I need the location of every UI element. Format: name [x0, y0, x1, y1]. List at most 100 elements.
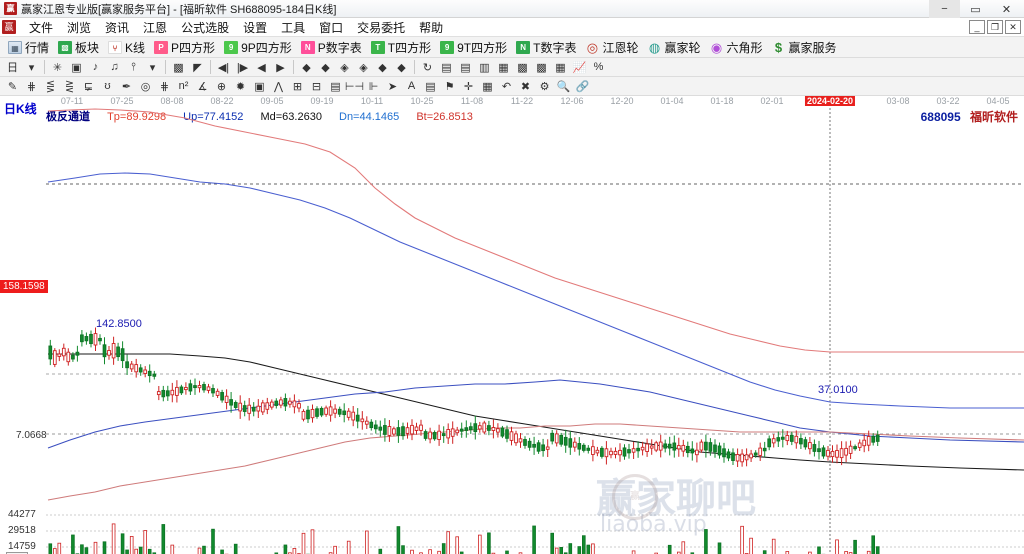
- inner-restore-button[interactable]: ❐: [987, 20, 1003, 34]
- toolbar-label-9t-square: 9T四方形: [457, 40, 508, 55]
- draw-pencil-button[interactable]: ✎: [7, 80, 18, 93]
- draw-fork-button[interactable]: ⋕: [26, 80, 37, 93]
- tool-book2-button[interactable]: ▥: [479, 61, 490, 74]
- zoom-diamond5-button[interactable]: ◆: [378, 61, 387, 74]
- tool-percent-button[interactable]: %: [593, 61, 604, 73]
- draw-comb-button[interactable]: ⋕: [159, 80, 170, 93]
- period-dropdown-button[interactable]: ▾: [28, 61, 35, 74]
- draw-star-button[interactable]: ✹: [235, 80, 246, 93]
- redraw-button[interactable]: ▩: [173, 61, 184, 74]
- tool-calc-button[interactable]: ▦: [498, 61, 509, 74]
- toolbar-button-p-square[interactable]: P P四方形: [150, 38, 219, 57]
- scroll-right-button[interactable]: ▶: [276, 61, 285, 74]
- maximize-button[interactable]: ▭: [970, 3, 981, 16]
- draw-undo-button[interactable]: ↶: [501, 80, 512, 93]
- period-day-button[interactable]: 日: [7, 62, 18, 74]
- overlay-compare-button[interactable]: ♪: [92, 61, 99, 73]
- draw-range-button[interactable]: ⊢⊣: [344, 80, 365, 93]
- toolbar-button-t-number-table[interactable]: N T数字表: [512, 38, 580, 57]
- draw-grid2-button[interactable]: ▤: [330, 80, 341, 93]
- toolbar-label-hexagon: 六角形: [726, 40, 763, 55]
- toolbar-label-t-square: T四方形: [387, 40, 432, 55]
- menu-item-window[interactable]: 窗口: [319, 20, 344, 35]
- toolbar-button-gann-wheel[interactable]: ◎ 江恩轮: [581, 38, 642, 57]
- draw-flag-button[interactable]: ⚑: [444, 80, 455, 93]
- volume-panel[interactable]: 44277 29518 14759 △ 赢家聊吧 liaoba.vip 赢: [0, 474, 1024, 554]
- draw-lock-button[interactable]: ▦: [482, 80, 493, 93]
- volume-label-high: 44277: [8, 509, 36, 520]
- inner-minimize-button[interactable]: _: [969, 20, 985, 34]
- tool-rotate-button[interactable]: ↻: [422, 61, 433, 74]
- draw-measure-button[interactable]: ✒: [121, 80, 132, 93]
- draw-angle-button[interactable]: ∡: [197, 80, 208, 93]
- menu-item-tools[interactable]: 工具: [281, 20, 306, 35]
- draw-ellipse-button[interactable]: ◎: [140, 80, 151, 93]
- menu-item-trade[interactable]: 交易委托: [357, 20, 406, 35]
- zoom-diamond6-button[interactable]: ◆: [397, 61, 406, 74]
- draw-link-button[interactable]: 🔗: [575, 80, 590, 93]
- minimize-button[interactable]: −: [929, 0, 960, 18]
- draw-fan3-button[interactable]: ⋤: [83, 80, 94, 93]
- menu-item-help[interactable]: 帮助: [419, 20, 444, 35]
- last-page-button[interactable]: |▶: [236, 61, 249, 74]
- draw-nsquare-button[interactable]: n²: [178, 80, 189, 92]
- draw-box-button[interactable]: ▣: [254, 80, 265, 93]
- toolbar-button-p-number-table[interactable]: N P数字表: [297, 38, 366, 57]
- toolbar-button-quotes[interactable]: ▦ 行情: [4, 38, 53, 57]
- overlay-compare2-button[interactable]: ♫: [110, 61, 119, 73]
- draw-fan2-button[interactable]: ⋛: [64, 80, 75, 93]
- crosshair-button[interactable]: ✳: [52, 61, 63, 74]
- draw-magnify-button[interactable]: 🔍: [556, 80, 571, 93]
- draw-settings-button[interactable]: ⚙: [539, 80, 550, 93]
- toolbar-button-t-square[interactable]: T T四方形: [367, 38, 435, 57]
- menu-item-file[interactable]: 文件: [29, 20, 54, 35]
- tool-book-button[interactable]: ▤: [460, 61, 471, 74]
- hexagon-icon: ◉: [710, 39, 723, 55]
- toolbar-button-kline[interactable]: ⑂ K线: [104, 38, 149, 57]
- colorbar-button[interactable]: ◤: [193, 61, 202, 74]
- vertical-dropdown-button[interactable]: ▾: [149, 61, 156, 74]
- chart-canvas[interactable]: 07-11 07-25 08-08 08-22 09-05 09-19 10-11 10-25…: [0, 96, 1024, 502]
- draw-wave-button[interactable]: ⋀: [273, 80, 284, 93]
- volume-expand-button[interactable]: △: [6, 552, 28, 554]
- toolbar-button-9p-square[interactable]: 9 9P四方形: [220, 38, 296, 57]
- zoom-diamond3-button[interactable]: ◈: [340, 61, 349, 74]
- draw-text-button[interactable]: A: [407, 80, 416, 92]
- toolbar-button-winner-service[interactable]: $ 赢家服务: [768, 38, 841, 57]
- draw-cross-button[interactable]: ✛: [463, 80, 474, 93]
- tool-table-button[interactable]: ▩: [517, 61, 528, 74]
- draw-spiral-button[interactable]: ʊ: [104, 80, 111, 92]
- menu-item-settings[interactable]: 设置: [243, 20, 268, 35]
- toolbar-button-sectors[interactable]: ▩ 板块: [54, 38, 103, 57]
- draw-channel-button[interactable]: ⊞: [292, 80, 303, 93]
- menu-item-news[interactable]: 资讯: [105, 20, 130, 35]
- menu-item-browse[interactable]: 浏览: [67, 20, 92, 35]
- date-tick: 10-11: [360, 96, 384, 106]
- menu-item-gann[interactable]: 江恩: [143, 20, 168, 35]
- toolbar-button-9t-square[interactable]: 9 9T四方形: [436, 38, 511, 57]
- zoom-diamond4-button[interactable]: ◈: [359, 61, 368, 74]
- close-button[interactable]: ✕: [1001, 3, 1012, 16]
- draw-target-button[interactable]: ⊕: [216, 80, 227, 93]
- tool-chart-button[interactable]: 📈: [572, 61, 587, 74]
- tool-grid-button[interactable]: ▤: [441, 61, 452, 74]
- zoom-diamond2-button[interactable]: ◆: [321, 61, 330, 74]
- menu-item-formula-screening[interactable]: 公式选股: [181, 20, 230, 35]
- draw-note-button[interactable]: ▤: [425, 80, 436, 93]
- inner-close-button[interactable]: ✕: [1005, 20, 1021, 34]
- draw-arrow-button[interactable]: ➤: [387, 80, 398, 93]
- vertical-bar-button[interactable]: ⫯: [131, 60, 136, 73]
- tool-table2-button[interactable]: ▩: [536, 61, 547, 74]
- draw-ruler-button[interactable]: ⊩: [368, 80, 379, 93]
- p9-square-icon: 9: [224, 40, 239, 54]
- zoom-diamond1-button[interactable]: ◆: [302, 61, 311, 74]
- toolbar-button-winner-wheel[interactable]: ◍ 赢家轮: [643, 38, 704, 57]
- scroll-left-button[interactable]: ◀: [257, 61, 266, 74]
- draw-channel2-button[interactable]: ⊟: [311, 80, 322, 93]
- tool-table3-button[interactable]: ▦: [555, 61, 566, 74]
- draw-delete-button[interactable]: ✖: [520, 80, 531, 93]
- toolbar-button-hexagon[interactable]: ◉ 六角形: [706, 38, 767, 57]
- draw-fan1-button[interactable]: ⋚: [45, 80, 56, 93]
- window-layout-button[interactable]: ▣: [71, 61, 82, 74]
- first-page-button[interactable]: ◀|: [217, 61, 230, 74]
